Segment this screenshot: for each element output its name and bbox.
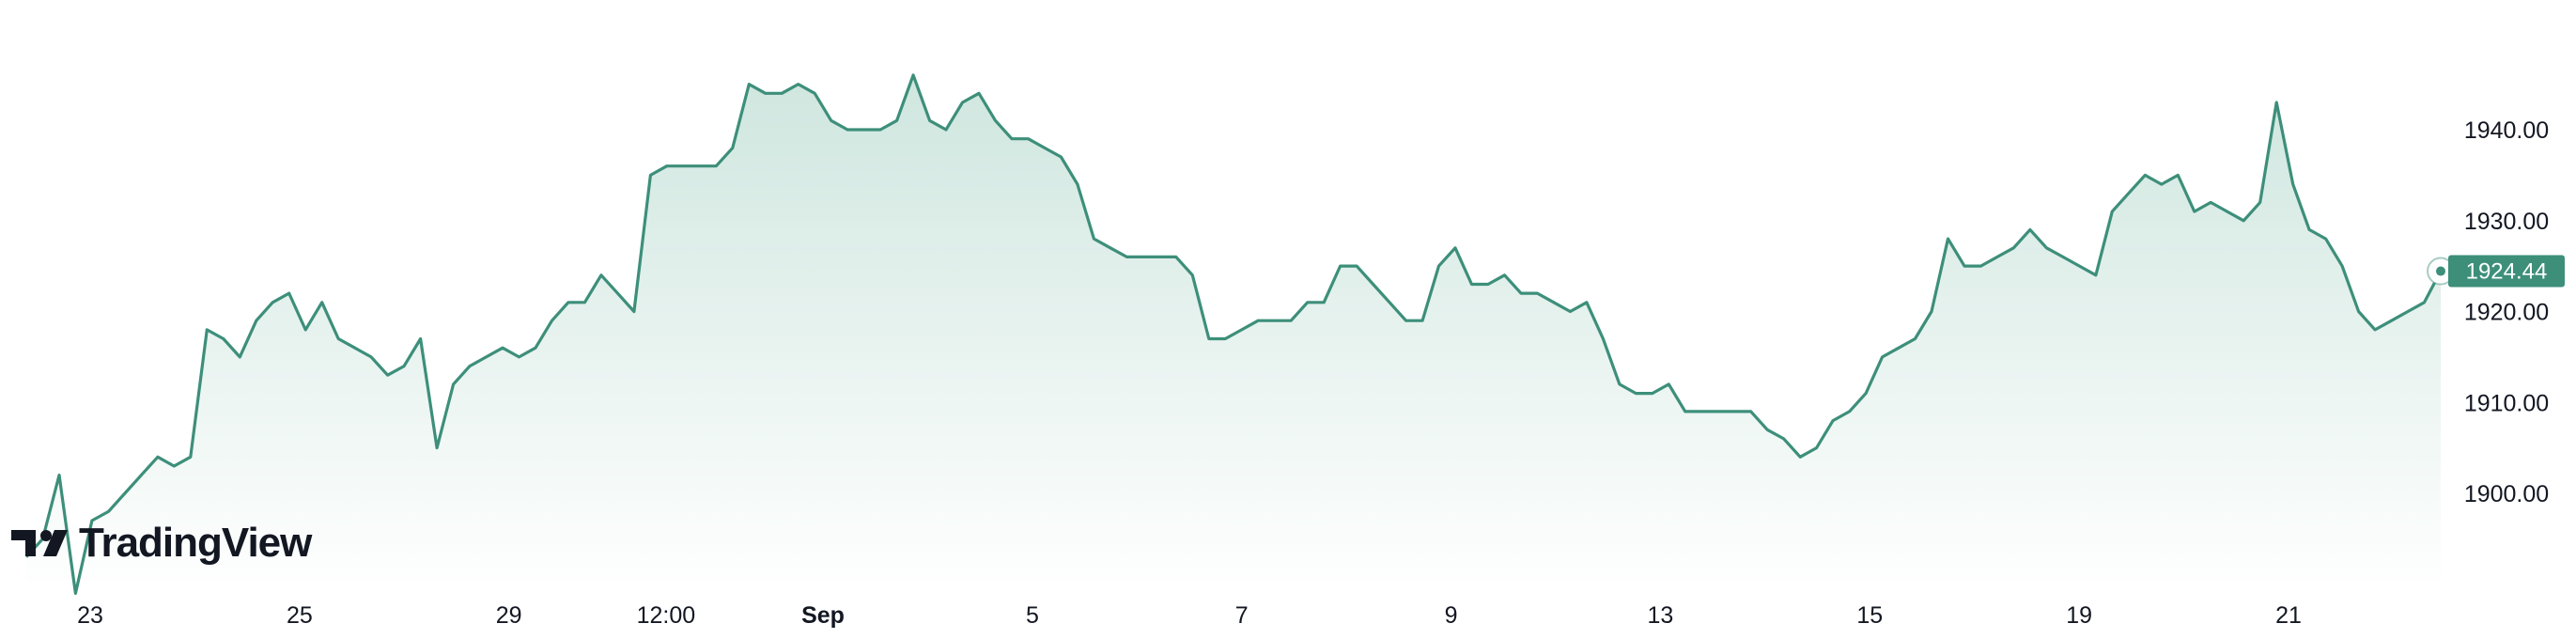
y-tick-label: 1910.00 [2464, 390, 2549, 416]
y-tick-label: 1930.00 [2464, 209, 2549, 235]
y-tick-label: 1940.00 [2464, 117, 2549, 144]
x-tick-label: 29 [496, 602, 522, 629]
tradingview-logo-icon [11, 530, 68, 556]
x-tick-label: 7 [1235, 602, 1249, 629]
last-price-badge-box [2448, 255, 2565, 288]
last-price-label: 1924.44 [2466, 259, 2548, 285]
x-tick-label: 21 [2275, 602, 2302, 629]
price-area-fill [26, 74, 2441, 594]
price-axis[interactable]: 1940.00 1930.00 1920.00 1910.00 1900.00 [2464, 117, 2549, 507]
x-tick-label: 5 [1026, 602, 1039, 629]
x-tick-label: 25 [287, 602, 313, 629]
tradingview-logo[interactable]: TradingView [11, 520, 314, 566]
last-price-marker [2436, 266, 2445, 276]
y-tick-label: 1920.00 [2464, 300, 2549, 326]
x-tick-label: 23 [77, 602, 103, 629]
x-tick-label: 15 [1856, 602, 1883, 629]
x-tick-label: 19 [2066, 602, 2092, 629]
time-axis[interactable]: 23 25 29 12:00 Sep 5 7 9 13 15 19 21 [77, 602, 2302, 629]
x-tick-label: 13 [1647, 602, 1673, 629]
tradingview-logo-text: TradingView [79, 520, 313, 566]
y-tick-label: 1900.00 [2464, 481, 2549, 507]
last-price-badge: 1924.44 [2448, 255, 2565, 288]
price-line [24, 73, 2443, 595]
x-tick-label: 12:00 [637, 602, 696, 629]
x-tick-label: 9 [1445, 602, 1458, 629]
x-tick-label: Sep [801, 602, 845, 629]
plot-area [24, 73, 2455, 595]
